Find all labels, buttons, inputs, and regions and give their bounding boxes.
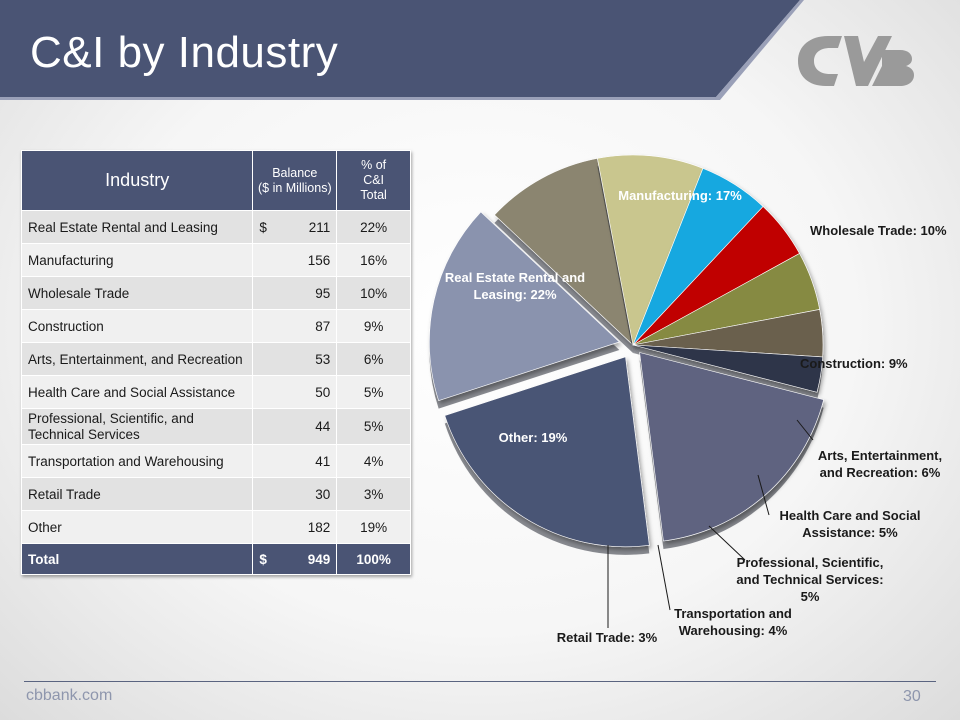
row-balance: 87 bbox=[252, 309, 338, 343]
pie-leader-line bbox=[757, 474, 770, 516]
page-number: 30 bbox=[903, 688, 921, 705]
pie-leader-line bbox=[657, 544, 671, 611]
table-row: Manufacturing 156 16% bbox=[20, 243, 411, 277]
row-balance: 30 bbox=[252, 477, 338, 511]
row-industry: Arts, Entertainment, and Recreation bbox=[20, 342, 254, 376]
row-industry: Wholesale Trade bbox=[20, 276, 254, 310]
pie-slice-retail-trade bbox=[632, 344, 823, 393]
pie-slice-manufacturing bbox=[429, 211, 620, 402]
pie-label: Manufacturing: 17% bbox=[618, 188, 742, 203]
pie-label: Arts, Entertainment, and Recreation: 6% bbox=[818, 448, 942, 480]
pie-slice-wholesale-trade bbox=[494, 158, 634, 346]
row-industry: Retail Trade bbox=[20, 477, 254, 511]
row-pct: 22% bbox=[336, 210, 411, 244]
header-balance: Balance ($ in Millions) bbox=[252, 150, 338, 211]
pie-label: Real Estate Rental and Leasing: 22% bbox=[445, 270, 585, 302]
table-row: Retail Trade 30 3% bbox=[20, 477, 411, 511]
row-industry: Professional, Scientific, and Technical … bbox=[20, 408, 254, 445]
pie-label: Construction: 9% bbox=[800, 356, 908, 371]
row-balance: $211 bbox=[252, 210, 338, 244]
total-label: Total bbox=[20, 543, 254, 575]
row-industry: Transportation and Warehousing bbox=[20, 444, 254, 478]
row-balance: 44 bbox=[252, 408, 338, 445]
table-row: Wholesale Trade 95 10% bbox=[20, 276, 411, 310]
row-pct: 9% bbox=[336, 309, 411, 343]
table-row: Health Care and Social Assistance 50 5% bbox=[20, 375, 411, 409]
row-balance: 156 bbox=[252, 243, 338, 277]
pie-chart: Manufacturing: 17% Wholesale Trade: 10% Co… bbox=[429, 154, 947, 645]
header-pct-line1: % of bbox=[361, 158, 387, 172]
industry-table: Industry Balance ($ in Millions) % of C&… bbox=[20, 150, 411, 575]
row-balance: 53 bbox=[252, 342, 338, 376]
page-title: C&I by Industry bbox=[30, 28, 339, 77]
header-balance-line1: Balance bbox=[272, 165, 318, 180]
footer-url: cbbank.com bbox=[26, 687, 113, 704]
cvb-logo bbox=[798, 36, 914, 86]
table-row: Transportation and Warehousing 41 4% bbox=[20, 444, 411, 478]
title-band bbox=[0, 0, 804, 100]
row-pct: 19% bbox=[336, 510, 411, 544]
header-pct-line2: C&I bbox=[363, 173, 385, 187]
footer-divider bbox=[24, 681, 936, 682]
row-industry: Health Care and Social Assistance bbox=[20, 375, 254, 409]
pie-label: Health Care and Social Assistance: 5% bbox=[780, 508, 921, 540]
row-balance: 50 bbox=[252, 375, 338, 409]
pie-label: Wholesale Trade: 10% bbox=[810, 223, 947, 238]
row-industry: Construction bbox=[20, 309, 254, 343]
row-pct: 16% bbox=[336, 243, 411, 277]
row-pct: 5% bbox=[336, 375, 411, 409]
total-balance: $949 bbox=[252, 543, 338, 575]
pie-label: Retail Trade: 3% bbox=[557, 630, 658, 645]
row-currency: $ bbox=[259, 219, 267, 235]
pie-slice-construction bbox=[597, 154, 704, 347]
header-pct-line3: Total bbox=[360, 188, 387, 202]
table-total-row: Total $949 100% bbox=[20, 543, 411, 575]
row-pct: 10% bbox=[336, 276, 411, 310]
table-row: Construction 87 9% bbox=[20, 309, 411, 343]
table-row: Other 182 19% bbox=[20, 510, 411, 544]
header-balance-line2: ($ in Millions) bbox=[257, 180, 332, 195]
table-row: Professional, Scientific, and Technical … bbox=[20, 408, 411, 445]
header-industry: Industry bbox=[20, 150, 254, 211]
row-pct: 3% bbox=[336, 477, 411, 511]
table-row: Arts, Entertainment, and Recreation 53 6… bbox=[20, 342, 411, 376]
pie-label: Professional, Scientific, and Technical S… bbox=[736, 555, 883, 604]
row-pct: 4% bbox=[336, 444, 411, 478]
pie-leader-line bbox=[708, 525, 746, 561]
pie-leader-line bbox=[796, 419, 814, 441]
row-balance: 182 bbox=[252, 510, 338, 544]
row-balance: 41 bbox=[252, 444, 338, 478]
header-pct: % of C&I Total bbox=[336, 150, 411, 211]
pie-slice-other bbox=[639, 352, 825, 542]
pie-label: Other: 19% bbox=[499, 430, 568, 445]
row-pct: 5% bbox=[336, 408, 411, 445]
total-pct: 100% bbox=[336, 543, 411, 575]
pie-slice-real-estate-rental-and-leasing bbox=[444, 356, 650, 548]
row-industry: Manufacturing bbox=[20, 243, 254, 277]
table-row: Real Estate Rental and Leasing $211 22% bbox=[20, 210, 411, 244]
pie-label: Transportation and Warehousing: 4% bbox=[674, 606, 792, 638]
row-pct: 6% bbox=[336, 342, 411, 376]
total-currency: $ bbox=[259, 551, 267, 567]
row-industry: Real Estate Rental and Leasing bbox=[20, 210, 254, 244]
row-balance: 95 bbox=[252, 276, 338, 310]
row-industry: Other bbox=[20, 510, 254, 544]
